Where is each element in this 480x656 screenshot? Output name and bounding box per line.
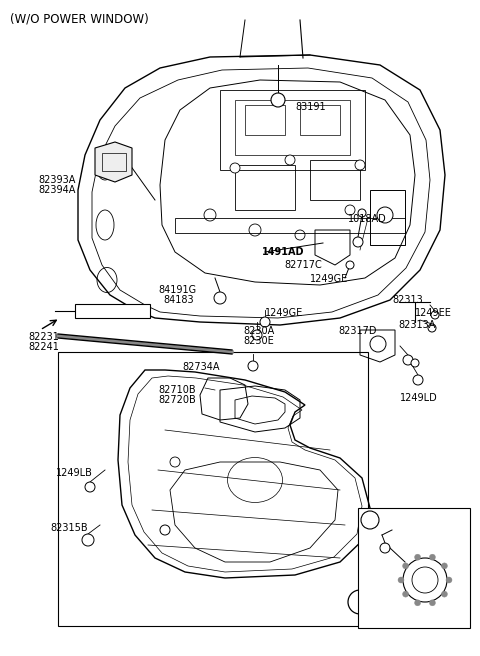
Text: 84183: 84183 <box>163 295 193 305</box>
Circle shape <box>248 361 258 371</box>
Circle shape <box>370 336 386 352</box>
Circle shape <box>411 359 419 367</box>
Text: 1249GE: 1249GE <box>310 274 348 284</box>
Bar <box>370 190 405 245</box>
Circle shape <box>398 577 404 583</box>
Text: 93530: 93530 <box>390 548 421 558</box>
Text: a: a <box>357 597 363 607</box>
Circle shape <box>403 558 447 602</box>
Text: a: a <box>367 516 372 525</box>
Bar <box>300 105 340 135</box>
Bar <box>310 160 360 200</box>
Text: 1243AE: 1243AE <box>373 585 410 595</box>
Circle shape <box>431 311 439 319</box>
Circle shape <box>285 155 295 165</box>
Text: 82720B: 82720B <box>158 395 196 405</box>
Text: 1018AD: 1018AD <box>348 214 387 224</box>
Text: 82315B: 82315B <box>50 523 88 533</box>
Circle shape <box>403 563 408 569</box>
Circle shape <box>271 93 285 107</box>
Circle shape <box>413 375 423 385</box>
Circle shape <box>403 591 408 597</box>
Text: 1491AD: 1491AD <box>262 247 304 257</box>
Text: 8230E: 8230E <box>243 336 274 346</box>
Text: 82393A: 82393A <box>38 175 75 185</box>
Circle shape <box>428 324 436 332</box>
Circle shape <box>348 590 372 614</box>
Circle shape <box>430 600 435 606</box>
Circle shape <box>252 330 262 340</box>
Circle shape <box>380 543 390 553</box>
Text: 83191: 83191 <box>295 102 325 112</box>
Circle shape <box>82 534 94 546</box>
Text: 1249EE: 1249EE <box>415 308 452 318</box>
Circle shape <box>355 160 365 170</box>
Bar <box>58 352 368 626</box>
Bar <box>235 165 295 210</box>
Circle shape <box>415 600 420 606</box>
Circle shape <box>353 237 363 247</box>
Text: 82241: 82241 <box>28 342 59 352</box>
Circle shape <box>430 554 435 560</box>
Text: REF.60-760: REF.60-760 <box>77 305 127 314</box>
Text: 82313: 82313 <box>392 295 423 305</box>
Circle shape <box>358 209 366 217</box>
Text: 82717C: 82717C <box>284 260 322 270</box>
Circle shape <box>249 224 261 236</box>
Text: (W/O POWER WINDOW): (W/O POWER WINDOW) <box>10 12 149 25</box>
Circle shape <box>295 230 305 240</box>
Circle shape <box>260 317 270 327</box>
Text: 84191G: 84191G <box>158 285 196 295</box>
Bar <box>102 153 126 171</box>
Text: 1249GE: 1249GE <box>265 308 303 318</box>
Circle shape <box>446 577 452 583</box>
Text: 1249LB: 1249LB <box>56 468 93 478</box>
Circle shape <box>170 457 180 467</box>
Text: 82734A: 82734A <box>182 362 219 372</box>
Circle shape <box>230 163 240 173</box>
Circle shape <box>85 482 95 492</box>
Circle shape <box>377 207 393 223</box>
Text: 82394A: 82394A <box>38 185 75 195</box>
Circle shape <box>442 563 447 569</box>
Text: 8230A: 8230A <box>243 326 274 336</box>
Bar <box>235 100 350 155</box>
Bar <box>175 218 405 233</box>
Circle shape <box>361 511 379 529</box>
Bar <box>220 90 365 170</box>
Circle shape <box>442 591 447 597</box>
Bar <box>75 304 150 318</box>
Circle shape <box>214 292 226 304</box>
Text: 82710B: 82710B <box>158 385 196 395</box>
Circle shape <box>204 209 216 221</box>
Text: 82313A: 82313A <box>398 320 435 330</box>
Text: 1249LD: 1249LD <box>400 393 438 403</box>
Circle shape <box>403 355 413 365</box>
Circle shape <box>345 205 355 215</box>
Circle shape <box>415 554 420 560</box>
Bar <box>358 508 470 628</box>
Circle shape <box>160 525 170 535</box>
Text: 82317D: 82317D <box>338 326 376 336</box>
Bar <box>245 105 285 135</box>
Circle shape <box>346 261 354 269</box>
Circle shape <box>412 567 438 593</box>
Polygon shape <box>95 142 132 182</box>
Text: 82231: 82231 <box>28 332 59 342</box>
